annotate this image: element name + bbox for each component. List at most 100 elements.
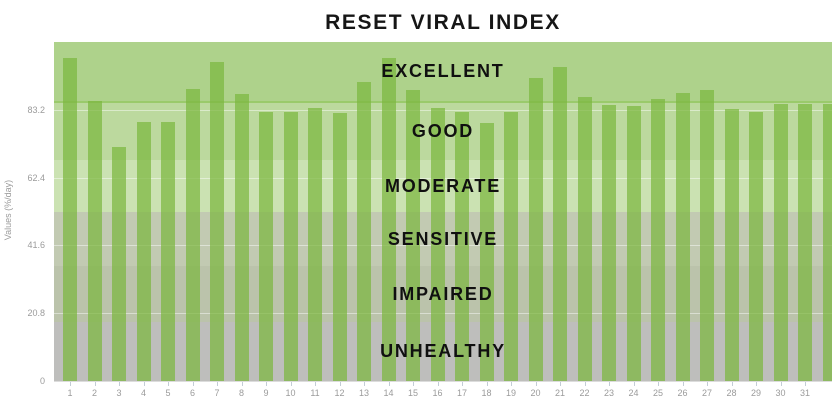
band-excellent: EXCELLENT [54,42,832,103]
x-axis-tick [94,382,96,386]
x-axis-tick [217,382,218,386]
x-axis-label: 9 [263,388,269,398]
x-axis-tick [241,382,243,386]
x-axis-label: 5 [165,388,171,398]
x-axis-label: 10 [285,388,296,398]
x-axis-label: 19 [505,388,516,398]
bar [63,57,77,381]
bar [455,111,469,381]
x-axis-tick [805,382,806,386]
x-axis-tick [731,382,733,386]
x-axis-label: 12 [334,388,345,398]
x-axis-label: 28 [726,388,737,398]
x-axis-tick [168,382,169,386]
bar [553,66,567,381]
bar [528,78,543,381]
x-axis-label: 18 [481,388,492,398]
bar [504,112,518,381]
bar [234,94,249,381]
x-axis-line [54,381,832,382]
x-axis-label: 7 [214,388,220,398]
x-axis-tick [511,382,512,386]
bar [381,57,396,381]
band-label-good: GOOD [411,121,475,141]
x-axis-tick [339,382,341,386]
x-axis-tick [560,382,561,386]
bar [259,112,273,381]
x-axis-label: 31 [799,388,810,398]
x-axis-tick [364,382,365,386]
x-axis-tick [192,382,194,386]
x-axis-tick [290,382,292,386]
bar [357,82,371,381]
chart-title: RESET VIRAL INDEX [325,11,561,34]
bar [675,93,690,381]
bar [577,97,592,381]
x-axis-tick [437,382,439,386]
x-axis-label: 24 [628,388,639,398]
x-axis-label: 13 [358,388,369,398]
x-axis-tick [70,382,71,386]
x-axis-label: 22 [579,388,590,398]
x-axis-tick [266,382,267,386]
x-axis-label: 30 [775,388,786,398]
x-axis-label: 26 [677,388,688,398]
x-axis-label: 14 [383,388,394,398]
x-axis-tick [780,382,782,386]
bar [724,108,739,381]
bar [185,88,200,381]
bar [112,146,126,381]
x-axis-label: 27 [701,388,712,398]
bar [136,121,151,381]
bar [161,121,175,381]
x-axis-tick [584,382,586,386]
bar [749,111,763,381]
x-axis-tick [486,382,488,386]
x-axis-label: 2 [91,388,97,398]
x-axis-tick [756,382,757,386]
x-axis-label: 1 [67,388,73,398]
bar [773,103,788,381]
y-axis-tick-label: 62.4 [27,172,45,183]
x-axis-label: 16 [432,388,443,398]
x-axis-label: 11 [310,388,320,398]
x-axis-label: 25 [652,388,663,398]
x-axis-label: 6 [189,388,195,398]
y-axis-tick-label: 20.8 [27,308,45,319]
bar [283,112,298,381]
x-axis-label: 23 [603,388,614,398]
bar [430,108,445,381]
bar [798,103,812,381]
x-axis-label: 8 [238,388,244,398]
band-label-unhealthy: UNHEALTHY [380,341,506,361]
x-axis-label: 29 [750,388,761,398]
x-axis-label: 17 [456,388,467,398]
y-axis-tick-label: 0 [39,376,45,386]
x-axis-tick [462,382,463,386]
x-axis-tick [315,382,316,386]
y-axis-tick-label: 83.2 [27,104,45,115]
x-axis-label: 4 [140,388,146,398]
x-axis-tick [609,382,610,386]
plot-area: EXCELLENT GOOD MODERATE SENSITIVE IMPAIRED UN… [54,42,832,381]
band-label-moderate: MODERATE [384,175,502,196]
x-axis-tick [682,382,684,386]
bar [406,89,420,381]
bar [479,122,494,381]
bar [332,113,347,381]
bar [626,105,641,381]
x-axis-tick [119,382,120,386]
band-label-excellent: EXCELLENT [381,61,505,81]
y-axis-tick-label: 41.6 [27,240,45,251]
bar [651,99,665,381]
band-label-sensitive: SENSITIVE [387,228,499,249]
bar [602,104,616,381]
x-axis-tick [388,382,390,386]
bar-partial [822,103,832,381]
x-axis-label: 21 [554,388,565,398]
bar [210,61,224,381]
x-axis-tick [707,382,708,386]
x-axis-tick [633,382,635,386]
bar [308,107,322,381]
